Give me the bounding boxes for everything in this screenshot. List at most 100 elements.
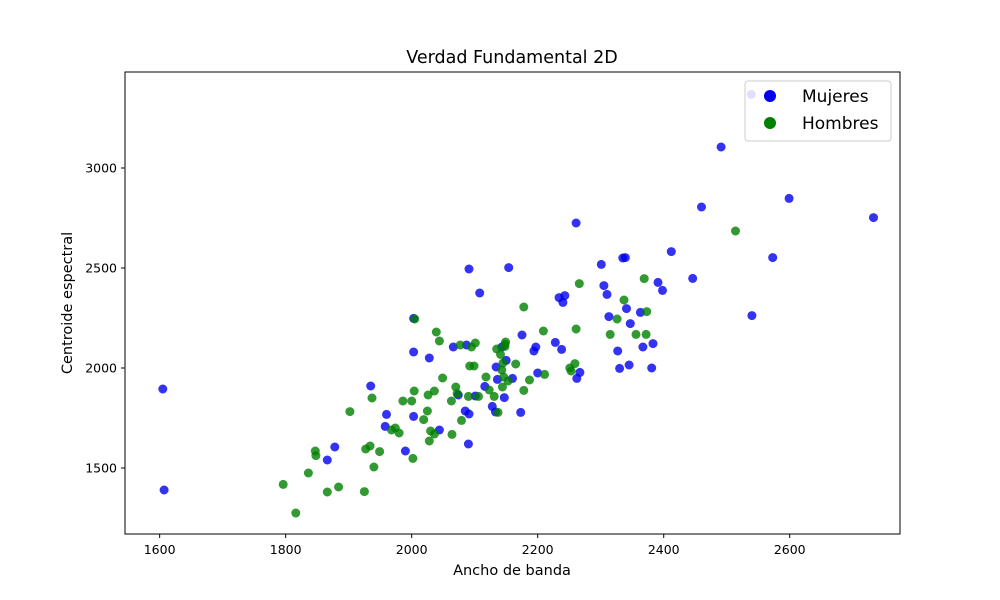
x-axis: 1600 1800 2000 2200 2400 2600 — [144, 534, 806, 557]
point-mujeres-48 — [604, 312, 614, 322]
point-hombres-65 — [566, 366, 576, 376]
x-tick-label: 2000 — [396, 542, 428, 557]
point-hombres-73 — [639, 274, 649, 284]
x-tick-label: 2200 — [522, 542, 554, 557]
point-hombres-37 — [457, 415, 466, 425]
point-mujeres-6 — [382, 409, 391, 419]
point-hombres-1 — [291, 508, 301, 518]
point-hombres-46 — [489, 391, 499, 401]
point-hombres-18 — [407, 396, 417, 406]
point-hombres-60 — [519, 302, 529, 312]
points-layer — [158, 89, 878, 518]
legend-label-hombres: Hombres — [802, 114, 879, 134]
point-mujeres-36 — [533, 368, 543, 378]
point-hombres-29 — [431, 327, 441, 337]
point-mujeres-47 — [602, 289, 612, 299]
point-hombres-70 — [612, 314, 622, 324]
point-mujeres-53 — [622, 304, 631, 314]
x-tick-label: 1600 — [144, 542, 176, 557]
y-axis-label: Centroide espectral — [60, 232, 76, 374]
point-hombres-2 — [303, 468, 313, 478]
point-mujeres-9 — [409, 347, 419, 357]
point-hombres-68 — [574, 279, 584, 289]
point-hombres-23 — [422, 406, 432, 416]
point-hombres-31 — [438, 373, 448, 383]
point-mujeres-61 — [658, 285, 667, 295]
point-mujeres-4 — [366, 381, 376, 391]
point-mujeres-17 — [463, 439, 473, 449]
point-mujeres-45 — [596, 259, 606, 269]
plot-frame — [124, 71, 901, 535]
point-mujeres-37 — [550, 337, 560, 347]
point-hombres-45 — [484, 385, 494, 395]
point-mujeres-55 — [625, 319, 635, 329]
legend: Mujeres Hombres — [744, 80, 892, 142]
point-hombres-21 — [410, 314, 420, 324]
point-hombres-12 — [369, 462, 379, 472]
point-hombres-8 — [359, 487, 369, 497]
point-hombres-57 — [503, 376, 513, 386]
point-mujeres-40 — [558, 297, 568, 307]
legend-box — [744, 80, 892, 142]
point-hombres-72 — [631, 329, 641, 339]
legend-marker-mujeres — [764, 90, 776, 102]
point-hombres-61 — [525, 375, 534, 385]
legend-marker-hombres — [764, 117, 776, 129]
point-mujeres-1 — [159, 485, 169, 495]
point-mujeres-21 — [475, 288, 485, 298]
point-hombres-63 — [540, 369, 550, 379]
point-hombres-11 — [367, 393, 377, 403]
x-axis-label: Ancho de banda — [453, 563, 571, 579]
point-hombres-27 — [429, 429, 439, 439]
point-hombres-32 — [446, 396, 456, 406]
point-hombres-50 — [497, 365, 507, 375]
point-mujeres-69 — [784, 193, 794, 203]
point-mujeres-33 — [517, 330, 527, 340]
point-mujeres-65 — [716, 142, 726, 152]
x-tick-label: 2600 — [774, 542, 806, 557]
point-hombres-10 — [365, 441, 375, 451]
point-mujeres-3 — [330, 442, 340, 452]
point-hombres-17 — [398, 396, 408, 406]
point-hombres-43 — [474, 391, 483, 401]
point-mujeres-43 — [571, 218, 581, 228]
point-mujeres-44 — [575, 367, 585, 377]
point-hombres-35 — [452, 389, 462, 399]
point-hombres-59 — [519, 385, 529, 395]
point-mujeres-63 — [688, 273, 698, 283]
point-mujeres-54 — [624, 360, 634, 370]
point-hombres-28 — [429, 386, 439, 396]
point-hombres-62 — [538, 326, 548, 336]
point-hombres-13 — [375, 447, 385, 457]
y-axis: 1500 2000 2500 3000 — [85, 161, 125, 476]
point-hombres-42 — [470, 338, 480, 348]
point-mujeres-11 — [424, 353, 434, 363]
y-tick-label: 1500 — [85, 461, 117, 476]
point-mujeres-62 — [666, 247, 676, 257]
chart-title: Verdad Fundamental 2D — [406, 48, 617, 68]
point-mujeres-0 — [158, 384, 168, 394]
legend-label-mujeres: Mujeres — [802, 87, 869, 107]
point-mujeres-68 — [768, 253, 778, 263]
y-tick-label: 3000 — [85, 161, 117, 176]
point-mujeres-52 — [620, 253, 630, 263]
point-mujeres-19 — [464, 409, 474, 419]
point-mujeres-32 — [516, 407, 526, 417]
point-mujeres-10 — [409, 411, 419, 421]
point-mujeres-30 — [504, 263, 514, 273]
point-hombres-75 — [642, 307, 652, 317]
point-hombres-19 — [408, 453, 418, 463]
point-hombres-7 — [345, 407, 355, 417]
point-hombres-76 — [731, 226, 740, 236]
point-hombres-58 — [511, 359, 521, 369]
point-mujeres-49 — [613, 346, 623, 356]
point-mujeres-13 — [448, 342, 458, 352]
point-hombres-44 — [481, 372, 491, 382]
x-tick-label: 1800 — [270, 542, 302, 557]
point-hombres-20 — [409, 386, 419, 396]
point-hombres-33 — [447, 429, 457, 439]
point-hombres-51 — [497, 382, 507, 392]
point-mujeres-41 — [560, 291, 570, 301]
point-hombres-48 — [493, 407, 503, 417]
